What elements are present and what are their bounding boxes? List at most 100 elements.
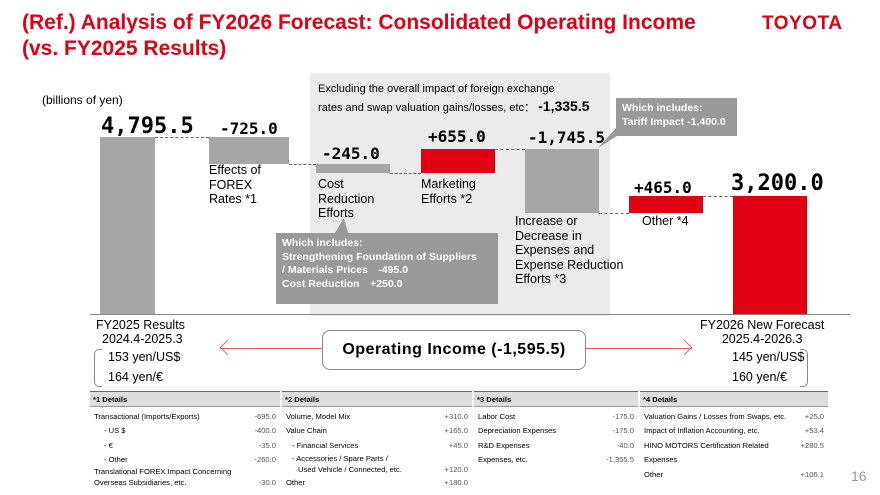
page-number: 16: [851, 468, 867, 484]
rate-eur-right: 160 yen/€: [732, 370, 787, 384]
callout-line: Which includes:: [622, 102, 703, 114]
row-value: -400.0: [254, 426, 276, 436]
table-row: - € -35.0: [90, 438, 280, 453]
period-left-name: FY2025 Results: [96, 318, 185, 332]
category-label-marketing: Marketing Efforts *2: [421, 177, 476, 206]
value-label-cost: -245.0: [322, 144, 380, 163]
rate-usd-left: 153 yen/US$: [108, 350, 181, 364]
rates-left: 153 yen/US$ 164 yen/€: [108, 347, 180, 387]
details-table-1: *1 Details Transactional (Imports/Export…: [90, 391, 280, 487]
cost-label-line: Reduction: [318, 191, 375, 206]
row-value: +45.0: [448, 440, 468, 450]
period-right-range: 2025.4-2026.3: [721, 332, 803, 346]
table-row: Expenses: [640, 453, 828, 468]
bar-cost-reduction: [316, 163, 390, 173]
table-row: Impact of Inflation Accounting, etc. +53.…: [640, 424, 828, 439]
exclusion-text: rates and swap valuation gains/losses, e…: [318, 102, 536, 114]
row-label: Impact of Inflation Accounting, etc.: [644, 426, 760, 436]
row-label: - US $: [104, 426, 126, 436]
row-label: Other: [644, 469, 663, 479]
row-label: Transactional (Imports/Exports): [94, 411, 200, 421]
category-label-expenses: Increase or Decrease in Expenses and Exp…: [515, 214, 623, 287]
row-label: - Accessories / Spare Parts /: [292, 453, 388, 463]
exclusion-line-1: Excluding the overall impact of foreign …: [318, 83, 555, 95]
chart-baseline: [90, 314, 850, 315]
arrow-line-left: [220, 348, 322, 349]
row-label: Valuation Gains / Losses from Swaps, etc…: [644, 411, 787, 421]
row-label: Translational FOREX Impact Concerning: [94, 467, 232, 476]
row-label: Overseas Subsidiaries, etc.: [94, 477, 187, 487]
bar-marketing-efforts: [421, 148, 495, 173]
connector-line: [155, 137, 209, 138]
details-table-4: *4 Details Valuation Gains / Losses from…: [640, 391, 828, 487]
row-label: Depreciation Expenses: [478, 426, 557, 436]
expenses-label-line: Expense Reduction: [515, 257, 624, 272]
table-row: Depreciation Expenses -175.0: [474, 424, 638, 439]
arrowhead-right: [676, 339, 693, 356]
row-value: +106.1: [800, 469, 824, 479]
row-label: - Other: [104, 455, 128, 465]
table-header: *4 Details: [640, 392, 828, 407]
value-label-start: 4,795.5: [101, 114, 194, 139]
bar-fy2025-results: [100, 137, 155, 314]
toyota-logo: TOYOTA: [762, 13, 843, 34]
category-label-forex: Effects of FOREX Rates *1: [209, 163, 261, 207]
table-row: Other +180.0: [282, 476, 472, 491]
details-table-3: *3 Details Labor Cost -175.0 Depreciation…: [474, 391, 638, 487]
cost-label-line: Cost: [318, 177, 344, 191]
callout-line: Tariff Impact -1,400.0: [622, 115, 726, 128]
rates-right: 145 yen/US$ 160 yen/€: [732, 347, 804, 387]
expenses-label-line: Expenses and: [515, 243, 595, 257]
row-value: +120.0: [444, 465, 468, 474]
table-row: Transactional (Imports/Exports) -695.0: [90, 409, 280, 424]
rate-eur-left: 164 yen/€: [108, 370, 163, 384]
table-row: Expenses, etc. -1,355.5: [474, 453, 638, 468]
table-row: Overseas Subsidiaries, etc. -30.0: [90, 476, 280, 488]
table-row: - US $ -400.0: [90, 424, 280, 439]
row-label: Other: [286, 478, 305, 488]
table-row: R&D Expenses -40.0: [474, 438, 638, 453]
row-label: - €: [104, 440, 113, 450]
row-value: +25.0: [804, 411, 824, 421]
exclusion-line-2: rates and swap valuation gains/losses, e…: [318, 98, 610, 117]
category-label-cost: Cost Reduction Efforts: [318, 177, 374, 221]
row-label: Expenses: [644, 455, 678, 465]
exclusion-note: Excluding the overall impact of foreign …: [318, 81, 610, 117]
value-label-end: 3,200.0: [731, 171, 824, 196]
marketing-label-line: Efforts *2: [421, 191, 473, 206]
rate-usd-right: 145 yen/US$: [732, 350, 805, 364]
callout-line: / Materials Prices -495.0: [282, 264, 409, 276]
table-row: Other +106.1: [640, 467, 828, 482]
table-row: - Other -260.0: [90, 453, 280, 468]
value-label-other: +465.0: [634, 178, 692, 197]
row-label: Value Chain: [286, 426, 327, 436]
rate-bracket-left: [94, 349, 102, 387]
period-left-range: 2024.4-2025.3: [102, 332, 183, 346]
row-value: -1,355.5: [606, 455, 634, 465]
forex-label-line: Rates *1: [209, 192, 257, 206]
row-label: HINO MOTORS Certification Related: [644, 440, 769, 450]
connector-line: [703, 195, 733, 197]
period-right: FY2026 New Forecast 2025.4-2026.3: [700, 318, 824, 346]
table-row: - Financial Services +45.0: [282, 438, 472, 453]
title-line-2: (vs. FY2025 Results): [22, 37, 227, 60]
table-row: Value Chain +165.0: [282, 424, 472, 439]
category-label-other: Other *4: [642, 214, 689, 228]
expenses-label-line: Increase or: [515, 214, 578, 228]
table-row: Labor Cost -175.0: [474, 409, 638, 424]
row-value: +53.4: [804, 426, 824, 436]
bar-fy2026-forecast: [733, 195, 807, 314]
row-value: -175.0: [612, 411, 634, 421]
period-right-name: FY2026 New Forecast: [700, 318, 825, 332]
connector-line: [289, 163, 316, 165]
bar-other: [629, 195, 703, 214]
exclusion-value: -1,335.5: [538, 98, 590, 114]
page-title: (Ref.) Analysis of FY2026 Forecast: Cons…: [22, 10, 742, 62]
value-label-expenses: -1,745.5: [528, 128, 606, 147]
table-header: *1 Details: [90, 392, 280, 407]
table-row: Used Vehicle / Connected, etc. +120.0: [282, 464, 472, 476]
arrowhead-left: [219, 339, 236, 356]
waterfall-chart: [100, 137, 807, 314]
operating-income-label: Operating Income (-1,595.5): [322, 330, 586, 370]
table-header: *3 Details: [474, 392, 638, 407]
